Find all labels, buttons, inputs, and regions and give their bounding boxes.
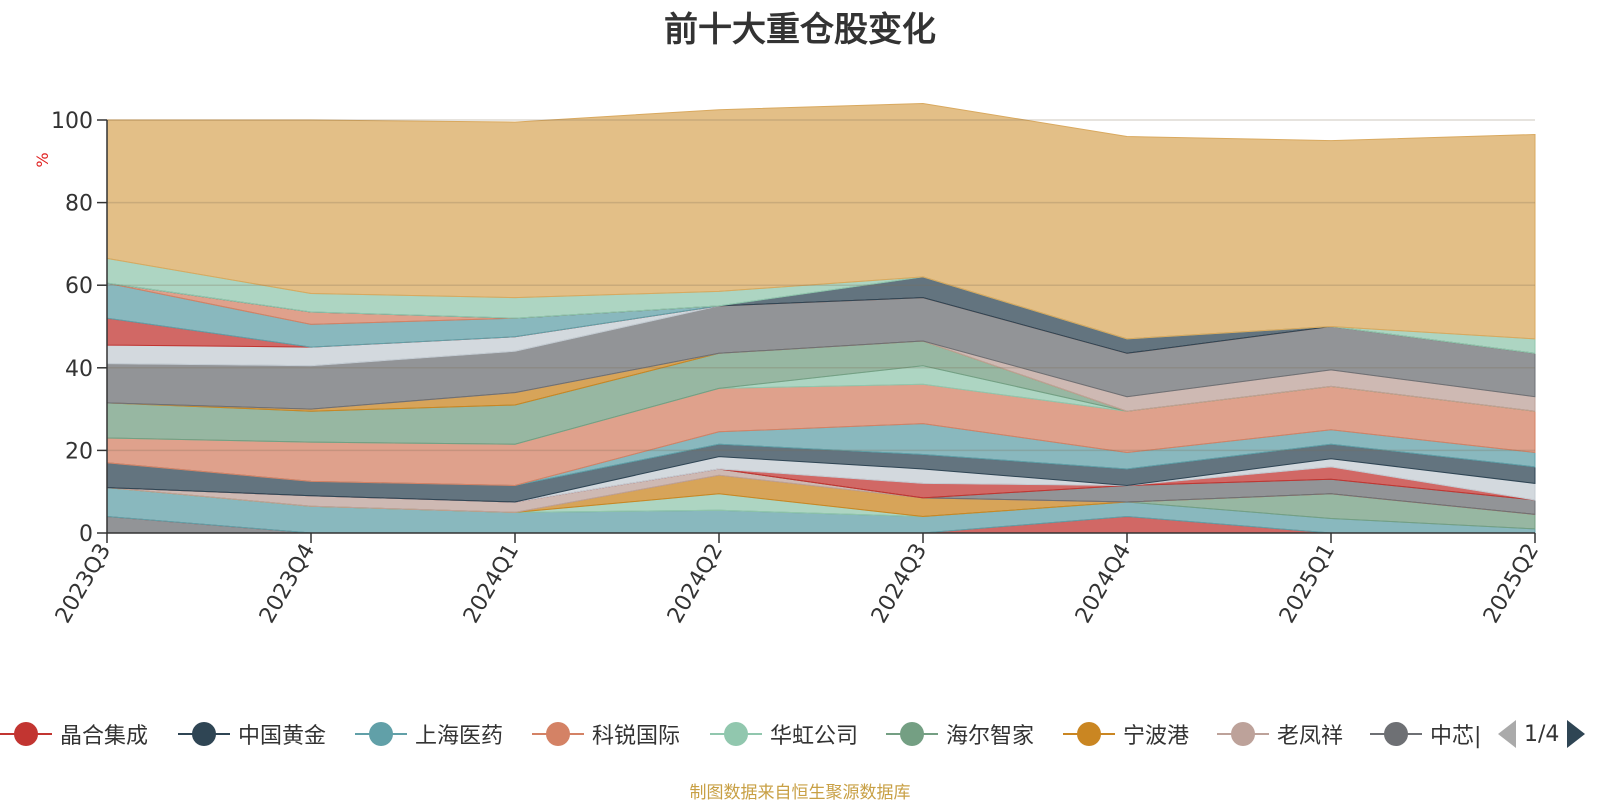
legend-item[interactable]: 华虹公司 — [710, 714, 858, 754]
area-series-25[interactable] — [106, 102, 1536, 340]
legend-item[interactable]: 科锐国际 — [532, 714, 680, 754]
legend-marker-icon — [1063, 719, 1115, 749]
y-tick-label: 20 — [65, 439, 93, 464]
x-tick-label: 2025Q2 — [1479, 540, 1544, 628]
legend-label: 上海医药 — [415, 724, 504, 749]
x-tick-label: 2024Q1 — [459, 540, 524, 628]
source-note: 制图数据来自恒生聚源数据库 — [689, 783, 911, 803]
y-tick-label: 80 — [65, 192, 93, 217]
legend: 晶合集成 中国黄金 上海医药 科锐国际 华虹公司 海尔智家 宁波港 老凤祥 中芯| 1/4 — [0, 714, 1600, 754]
legend-item[interactable]: 宁波港 — [1063, 714, 1189, 754]
legend-label: 中芯| — [1430, 724, 1480, 749]
x-tick-label: 2023Q4 — [255, 540, 320, 628]
legend-pager: 1/4 — [1498, 714, 1586, 754]
y-axis-unit-label: % — [33, 152, 52, 167]
legend-next-page-button[interactable] — [1567, 720, 1586, 748]
legend-items: 晶合集成 中国黄金 上海医药 科锐国际 华虹公司 海尔智家 宁波港 老凤祥 中芯| — [0, 714, 1480, 754]
legend-marker-icon — [1370, 719, 1422, 749]
legend-marker-icon — [532, 719, 584, 749]
x-tick-label: 2024Q3 — [867, 540, 932, 628]
x-tick-label: 2025Q1 — [1275, 540, 1340, 628]
legend-item[interactable]: 上海医药 — [355, 714, 503, 754]
legend-label: 老凤祥 — [1277, 724, 1344, 749]
legend-item[interactable]: 老凤祥 — [1217, 714, 1343, 754]
y-tick-label: 60 — [65, 274, 93, 299]
legend-marker-icon — [355, 719, 407, 749]
legend-item[interactable]: 晶合集成 — [0, 714, 148, 754]
legend-item[interactable]: 中国黄金 — [178, 714, 326, 754]
chart-plot: 0 20 40 60 80 100 2023Q3 2023Q4 2024Q1 2024Q2 2024… — [33, 102, 1544, 628]
legend-marker-icon — [710, 719, 762, 749]
legend-page-indicator: 1/4 — [1524, 721, 1560, 747]
legend-marker-icon — [886, 719, 938, 749]
legend-prev-page-button[interactable] — [1498, 720, 1516, 748]
y-tick-label: 0 — [79, 522, 93, 547]
legend-item[interactable]: 中芯| — [1370, 714, 1480, 754]
legend-marker-icon — [178, 719, 230, 749]
legend-label: 海尔智家 — [946, 724, 1035, 749]
chart-title: 前十大重仓股变化 — [664, 10, 936, 50]
legend-marker-icon — [1217, 719, 1269, 749]
y-tick-label: 100 — [51, 109, 93, 134]
y-tick-label: 40 — [65, 357, 93, 382]
x-tick-label: 2024Q4 — [1071, 540, 1136, 628]
x-tick-label: 2023Q3 — [51, 540, 116, 628]
legend-label: 宁波港 — [1123, 724, 1190, 749]
legend-label: 晶合集成 — [60, 724, 149, 749]
legend-label: 华虹公司 — [770, 724, 859, 749]
legend-marker-icon — [0, 719, 52, 749]
legend-label: 科锐国际 — [592, 724, 681, 749]
legend-label: 中国黄金 — [238, 724, 327, 749]
x-tick-label: 2024Q2 — [663, 540, 728, 628]
legend-item[interactable]: 海尔智家 — [886, 714, 1034, 754]
